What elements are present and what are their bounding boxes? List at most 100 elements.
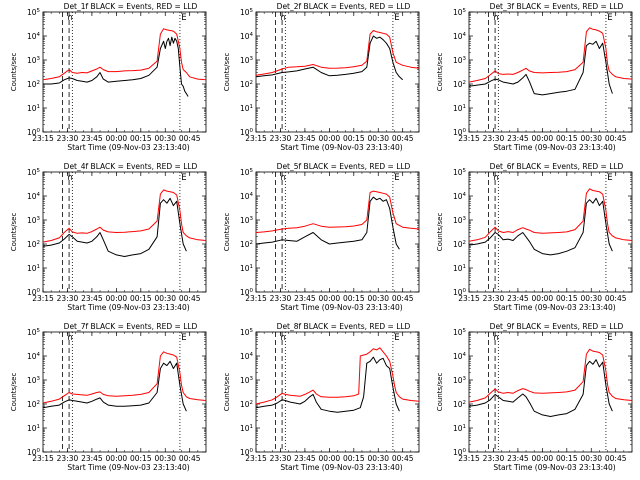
x-tick-label: 00:30 (367, 134, 389, 143)
x-tick-label: 00:00 (532, 294, 554, 303)
x-tick-label: 23:30 (270, 454, 292, 463)
y-tick-label: 104 (27, 352, 41, 361)
y-tick-label: 101 (453, 104, 466, 113)
panel-title: Det_5f BLACK = Events, RED = LLD (277, 162, 411, 171)
y-tick-label: 100 (27, 128, 41, 137)
panel-title: Det_2f BLACK = Events, RED = LLD (277, 2, 411, 11)
y-tick-label: 102 (453, 80, 466, 89)
y-tick-label: 103 (27, 376, 41, 385)
y-axis-label: Counts/sec (10, 53, 18, 92)
x-tick-label: 00:45 (605, 134, 627, 143)
top-marker-e: E (607, 173, 612, 183)
x-tick-label: 23:30 (57, 134, 79, 143)
detector-panel-8: Det_8f BLACK = Events, RED = LLD 100 101 10… (223, 322, 420, 472)
y-tick-label: 100 (240, 448, 254, 457)
x-tick-label: 23:15 (32, 134, 54, 143)
lld-line (255, 30, 420, 76)
x-tick-label: 00:45 (605, 454, 627, 463)
x-tick-label: 23:30 (483, 134, 505, 143)
y-tick-label: 104 (453, 32, 467, 41)
x-tick-label: 23:30 (270, 294, 292, 303)
lld-line (468, 188, 633, 242)
x-tick-label: 23:45 (294, 134, 316, 143)
lld-line (42, 351, 207, 404)
panel-title: Det_7f BLACK = Events, RED = LLD (64, 322, 198, 331)
x-tick-label: 23:30 (270, 134, 292, 143)
events-line (43, 36, 189, 97)
x-axis-label: Start Time (09-Nov-03 23:13:40) (67, 143, 189, 152)
top-marker-e: E (394, 173, 399, 183)
plot-frame (255, 171, 420, 293)
y-tick-label: 103 (240, 216, 254, 225)
x-tick-label: 00:30 (367, 454, 389, 463)
x-axis-label: Start Time (09-Nov-03 23:13:40) (493, 143, 615, 152)
y-axis-label: Counts/sec (436, 373, 444, 412)
x-tick-label: 00:00 (106, 294, 128, 303)
x-tick-label: 00:30 (580, 134, 602, 143)
x-tick-label: 00:15 (556, 134, 578, 143)
x-tick-label: 23:15 (458, 134, 480, 143)
top-marker-e: E (181, 13, 186, 23)
y-tick-label: 105 (453, 328, 467, 337)
x-tick-label: 00:30 (154, 454, 176, 463)
events-line (255, 356, 400, 413)
y-axis-label: Counts/sec (223, 213, 231, 252)
y-tick-label: 100 (453, 288, 467, 297)
top-marker-saa: ∩ (493, 173, 499, 183)
top-marker-saa: ∩ (280, 333, 286, 343)
events-line (42, 360, 187, 412)
top-marker-saa: ∩ (67, 333, 73, 343)
y-tick-label: 103 (453, 56, 467, 65)
events-line (255, 196, 400, 250)
x-tick-label: 00:45 (179, 294, 201, 303)
x-tick-label: 23:15 (32, 454, 54, 463)
x-axis-label: Start Time (09-Nov-03 23:13:40) (493, 303, 615, 312)
events-line (468, 359, 613, 417)
x-axis-label: Start Time (09-Nov-03 23:13:40) (280, 303, 402, 312)
detector-panel-1: Det_1f BLACK = Events, RED = LLD 100 101 10… (10, 2, 207, 152)
x-tick-label: 00:00 (319, 294, 341, 303)
x-tick-label: 23:30 (57, 294, 79, 303)
lld-line (468, 348, 633, 403)
panel-title: Det_9f BLACK = Events, RED = LLD (490, 322, 624, 331)
panel-title: Det_8f BLACK = Events, RED = LLD (277, 322, 411, 331)
y-tick-label: 103 (453, 376, 467, 385)
y-tick-label: 104 (453, 192, 467, 201)
y-tick-label: 100 (453, 448, 467, 457)
x-tick-label: 23:45 (81, 454, 103, 463)
x-tick-label: 00:30 (580, 454, 602, 463)
y-tick-label: 102 (240, 240, 253, 249)
x-tick-label: 00:15 (556, 454, 578, 463)
x-tick-label: 23:15 (245, 454, 267, 463)
detector-panel-5: Det_5f BLACK = Events, RED = LLD 100 101 10… (223, 162, 420, 312)
detector-panel-7: Det_7f BLACK = Events, RED = LLD 100 101 10… (10, 322, 207, 472)
x-tick-label: 23:45 (507, 454, 529, 463)
y-tick-label: 101 (240, 424, 253, 433)
y-tick-label: 104 (240, 32, 254, 41)
top-marker-e: E (394, 333, 399, 343)
lld-line (255, 190, 420, 233)
y-tick-label: 100 (27, 448, 41, 457)
y-tick-label: 105 (27, 8, 41, 17)
plot-frame (42, 11, 207, 133)
y-tick-label: 101 (27, 264, 40, 273)
y-tick-label: 101 (240, 264, 253, 273)
panel-title: Det_4f BLACK = Events, RED = LLD (64, 162, 198, 171)
x-tick-label: 00:15 (130, 294, 152, 303)
x-tick-label: 00:00 (319, 454, 341, 463)
panel-title: Det_1f BLACK = Events, RED = LLD (64, 2, 198, 11)
y-tick-label: 102 (453, 240, 466, 249)
x-tick-label: 23:45 (294, 294, 316, 303)
x-tick-label: 00:00 (532, 134, 554, 143)
x-tick-label: 23:15 (245, 134, 267, 143)
x-tick-label: 23:45 (507, 294, 529, 303)
y-tick-label: 104 (453, 352, 467, 361)
x-tick-label: 00:45 (392, 294, 414, 303)
events-line (468, 197, 613, 256)
y-tick-label: 101 (453, 264, 466, 273)
top-marker-saa: ∩ (493, 13, 499, 23)
top-marker-e: E (181, 173, 186, 183)
x-tick-label: 00:30 (154, 294, 176, 303)
y-tick-label: 102 (240, 80, 253, 89)
